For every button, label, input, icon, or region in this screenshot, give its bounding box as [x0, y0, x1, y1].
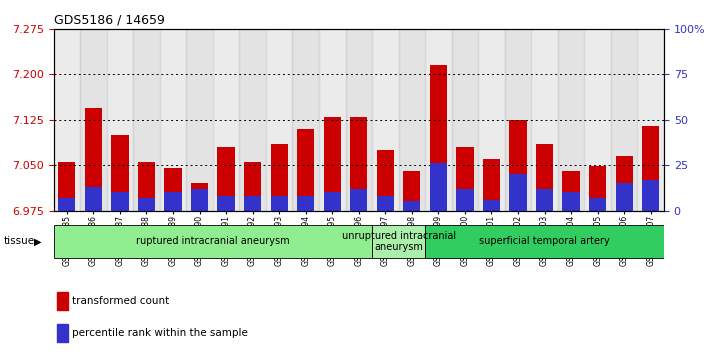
- Bar: [403, 201, 421, 211]
- FancyBboxPatch shape: [54, 225, 372, 258]
- Bar: [372, 29, 398, 211]
- Bar: [297, 196, 314, 211]
- Bar: [430, 65, 447, 211]
- Bar: [642, 126, 659, 211]
- Bar: [377, 196, 394, 211]
- Text: GDS5186 / 14659: GDS5186 / 14659: [54, 13, 164, 26]
- Bar: [403, 171, 421, 211]
- Bar: [563, 192, 580, 211]
- Bar: [186, 29, 213, 211]
- Bar: [111, 192, 129, 211]
- Bar: [85, 108, 102, 211]
- Text: transformed count: transformed count: [72, 296, 169, 306]
- Bar: [531, 29, 558, 211]
- Bar: [505, 29, 531, 211]
- Bar: [483, 200, 500, 211]
- FancyBboxPatch shape: [425, 225, 664, 258]
- Bar: [56, 324, 68, 342]
- Bar: [589, 166, 606, 211]
- Bar: [611, 29, 638, 211]
- Bar: [589, 198, 606, 211]
- Bar: [218, 147, 235, 211]
- Bar: [164, 192, 181, 211]
- Text: tissue: tissue: [4, 236, 35, 246]
- Bar: [346, 29, 372, 211]
- Bar: [134, 29, 160, 211]
- Bar: [56, 292, 68, 310]
- Bar: [483, 159, 500, 211]
- Text: ▶: ▶: [34, 236, 42, 246]
- Bar: [398, 29, 425, 211]
- Bar: [106, 29, 134, 211]
- Bar: [54, 29, 80, 211]
- Bar: [456, 147, 473, 211]
- Bar: [536, 144, 553, 211]
- Bar: [80, 29, 106, 211]
- Bar: [59, 162, 76, 211]
- Bar: [59, 198, 76, 211]
- Bar: [138, 198, 155, 211]
- Text: superficial temporal artery: superficial temporal artery: [479, 236, 610, 246]
- Bar: [478, 29, 505, 211]
- Bar: [297, 129, 314, 211]
- Bar: [584, 29, 611, 211]
- Bar: [266, 29, 293, 211]
- Bar: [244, 162, 261, 211]
- Bar: [558, 29, 584, 211]
- Bar: [323, 117, 341, 211]
- Bar: [271, 144, 288, 211]
- Bar: [191, 189, 208, 211]
- Bar: [350, 117, 368, 211]
- Bar: [509, 174, 527, 211]
- Bar: [319, 29, 346, 211]
- Bar: [642, 180, 659, 211]
- Bar: [244, 196, 261, 211]
- Bar: [293, 29, 319, 211]
- Bar: [350, 189, 368, 211]
- FancyBboxPatch shape: [372, 225, 425, 258]
- Bar: [377, 150, 394, 211]
- Bar: [271, 196, 288, 211]
- Bar: [323, 192, 341, 211]
- Bar: [452, 29, 478, 211]
- Bar: [85, 187, 102, 211]
- Bar: [563, 171, 580, 211]
- Text: unruptured intracranial
aneurysm: unruptured intracranial aneurysm: [341, 231, 456, 252]
- Bar: [638, 29, 664, 211]
- Text: ruptured intracranial aneurysm: ruptured intracranial aneurysm: [136, 236, 290, 246]
- Bar: [536, 189, 553, 211]
- Bar: [615, 183, 633, 211]
- Bar: [213, 29, 239, 211]
- Bar: [509, 120, 527, 211]
- Bar: [160, 29, 186, 211]
- Bar: [430, 163, 447, 211]
- Bar: [239, 29, 266, 211]
- Bar: [425, 29, 452, 211]
- Text: percentile rank within the sample: percentile rank within the sample: [72, 328, 248, 338]
- Bar: [111, 135, 129, 211]
- Bar: [138, 162, 155, 211]
- Bar: [615, 156, 633, 211]
- Bar: [164, 168, 181, 211]
- Bar: [218, 196, 235, 211]
- Bar: [191, 183, 208, 211]
- Bar: [456, 189, 473, 211]
